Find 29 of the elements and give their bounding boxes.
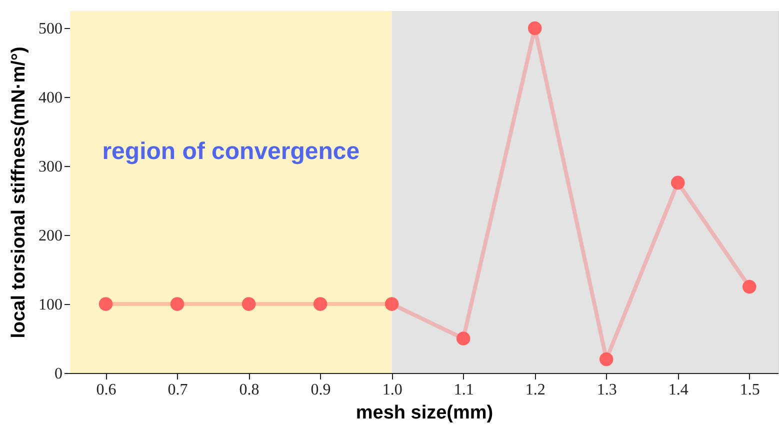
x-tick-label: 0.9 — [310, 382, 331, 398]
point — [456, 332, 470, 346]
point — [528, 21, 542, 36]
y-tick-label: 500 — [38, 20, 62, 38]
point — [384, 297, 399, 311]
x-tick-label: 1.0 — [382, 382, 402, 398]
y-tick-label: 100 — [38, 296, 62, 314]
y-axis-title: local torsional stiffness(mN·m/°) — [8, 46, 30, 338]
x-tick-label: 1.2 — [525, 382, 546, 398]
x-tick-label: 1.4 — [668, 382, 688, 398]
point — [670, 176, 685, 190]
x-tick-label: 1.3 — [596, 382, 617, 398]
point — [98, 297, 113, 311]
point — [313, 297, 328, 311]
point — [742, 280, 756, 294]
y-tick-label: 400 — [38, 90, 62, 107]
x-tick-label: 0.8 — [239, 382, 260, 398]
x-axis-title: mesh size(mm) — [356, 402, 494, 424]
band-label: region of convergence — [102, 138, 360, 166]
y-tick-label: 200 — [38, 228, 62, 245]
x-tick-label: 0.7 — [168, 382, 188, 398]
point — [170, 297, 184, 311]
y-tick-label: 0 — [54, 366, 62, 382]
x-tick-label: 1.1 — [454, 382, 474, 398]
point — [599, 352, 614, 366]
x-tick-label: 0.6 — [96, 382, 116, 398]
y-tick-label: 300 — [38, 158, 62, 176]
point — [242, 297, 256, 311]
x-tick-label: 1.5 — [740, 382, 760, 398]
